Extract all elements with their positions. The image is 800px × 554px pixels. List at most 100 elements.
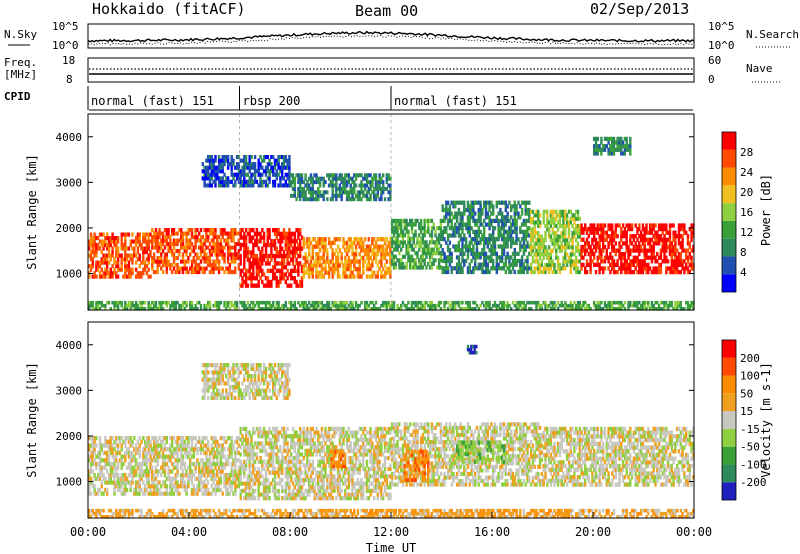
heatmap-cell: [115, 271, 118, 276]
heatmap-cell: [91, 443, 94, 448]
heatmap-cell: [154, 245, 158, 250]
heatmap-cell: [607, 241, 610, 246]
heatmap-cell: [266, 169, 269, 174]
heatmap-cell: [446, 222, 450, 227]
heatmap-cell: [199, 242, 203, 247]
heatmap-cell: [104, 243, 107, 248]
heatmap-cell: [483, 251, 486, 256]
heatmap-cell: [623, 307, 627, 311]
heatmap-cell: [309, 303, 313, 308]
heatmap-cell: [585, 230, 589, 235]
heatmap-cell: [647, 262, 650, 267]
heatmap-cell: [418, 247, 421, 252]
freq-left-tick-bottom: 8: [66, 73, 73, 86]
heatmap-cell: [315, 300, 318, 305]
heatmap-cell: [140, 274, 143, 279]
heatmap-cell: [290, 276, 293, 281]
heatmap-cell: [189, 307, 192, 311]
heatmap-cell: [288, 158, 291, 163]
heatmap-cell: [160, 484, 163, 489]
heatmap-cell: [663, 223, 666, 228]
heatmap-cell: [443, 255, 446, 260]
heatmap-cell: [257, 162, 260, 167]
heatmap-cell: [484, 262, 488, 267]
heatmap-cell: [602, 307, 605, 311]
heatmap-cell: [499, 233, 502, 238]
heatmap-cell: [688, 241, 691, 246]
heatmap-cell: [643, 227, 646, 232]
heatmap-cell: [538, 252, 542, 257]
heatmap-cell: [326, 197, 329, 202]
heatmap-cell: [657, 234, 661, 239]
heatmap-cell: [133, 250, 136, 255]
heatmap-cell: [331, 274, 334, 279]
heatmap-cell: [441, 229, 444, 234]
heatmap-cell: [392, 261, 396, 266]
heatmap-cell: [602, 241, 605, 246]
heatmap-cell: [504, 240, 507, 245]
heatmap-cell: [598, 252, 601, 257]
heatmap-cell: [115, 250, 118, 255]
heatmap-cell: [281, 231, 284, 236]
heatmap-cell: [140, 476, 143, 481]
heatmap-cell: [383, 255, 387, 260]
heatmap-cell: [463, 258, 466, 264]
heatmap-cell: [89, 491, 93, 496]
heatmap-cell: [97, 476, 100, 481]
heatmap-cell: [459, 266, 462, 271]
heatmap-cell: [537, 259, 540, 264]
heatmap-cell: [576, 227, 580, 232]
heatmap-cell: [255, 231, 259, 236]
heatmap-cell: [282, 228, 286, 233]
heatmap-cell: [210, 238, 213, 243]
heatmap-cell: [259, 307, 262, 311]
heatmap-cell: [169, 266, 172, 271]
heatmap-cell: [237, 242, 241, 247]
heatmap-cell: [666, 244, 670, 250]
heatmap-cell: [219, 245, 223, 250]
heatmap-cell: [389, 274, 392, 279]
heatmap-cell: [122, 257, 125, 262]
heatmap-cell: [318, 193, 322, 198]
heatmap-cell: [666, 259, 670, 264]
heatmap-cell: [192, 266, 195, 271]
heatmap-cell: [207, 169, 210, 174]
heatmap-cell: [138, 484, 141, 489]
heatmap-cell: [140, 271, 143, 276]
heatmap-cell: [418, 307, 421, 311]
heatmap-cell: [243, 176, 246, 181]
heatmap-cell: [262, 231, 266, 236]
heatmap-cell: [275, 231, 278, 236]
heatmap-cell: [576, 303, 580, 308]
heatmap-cell: [609, 307, 612, 311]
heatmap-cell: [484, 258, 488, 264]
heatmap-cell: [171, 242, 174, 247]
heatmap-cell: [533, 270, 536, 275]
heatmap-cell: [376, 244, 379, 249]
heatmap-cell: [418, 300, 421, 305]
heatmap-cell: [663, 234, 666, 239]
heatmap-cell: [373, 307, 376, 311]
heatmap-cell: [354, 193, 358, 198]
heatmap-cell: [593, 262, 596, 267]
heatmap-cell: [483, 244, 486, 249]
heatmap-cell: [266, 231, 269, 236]
heatmap-cell: [311, 252, 314, 257]
heatmap-cell: [558, 303, 562, 308]
heatmap-cell: [549, 255, 553, 260]
heatmap-cell: [448, 204, 452, 209]
heatmap-cell: [686, 234, 690, 239]
heatmap-cell: [463, 204, 466, 209]
heatmap-cell: [277, 155, 280, 160]
heatmap-cell: [115, 484, 118, 489]
heatmap-cell: [145, 473, 149, 478]
heatmap-cell: [250, 261, 253, 266]
heatmap-cell: [681, 266, 684, 271]
heatmap-cell: [551, 227, 554, 232]
heatmap-cell: [484, 251, 488, 256]
heatmap-cell: [490, 237, 493, 242]
heatmap-cell: [575, 303, 578, 308]
heatmap-cell: [250, 239, 253, 244]
heatmap-cell: [161, 454, 165, 459]
heatmap-cell: [322, 266, 325, 272]
